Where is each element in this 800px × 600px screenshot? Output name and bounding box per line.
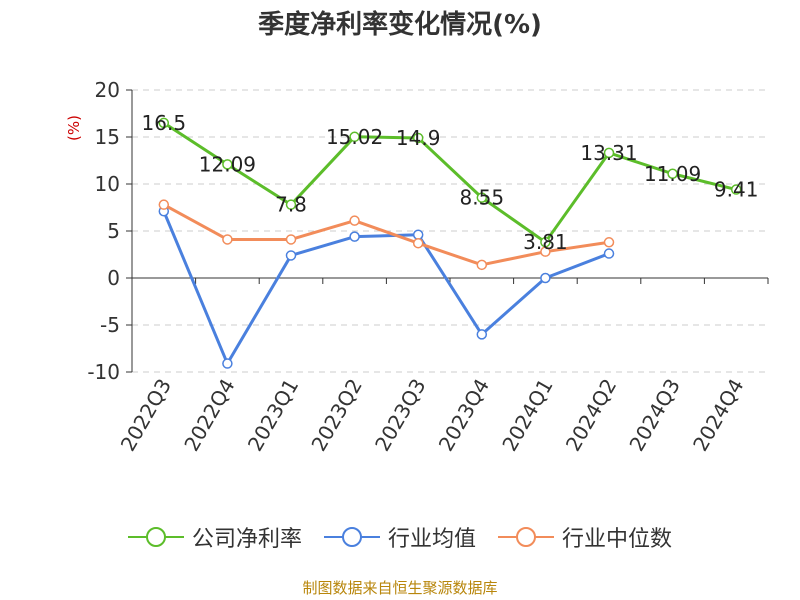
- data-point: [285, 199, 297, 210]
- x-tick-label: 2023Q2: [306, 375, 366, 456]
- data-point: [222, 234, 233, 245]
- x-tick-label: 2024Q2: [561, 375, 621, 456]
- legend: 公司净利率 行业均值 行业中位数: [0, 520, 800, 554]
- x-tick-label: 2023Q1: [243, 375, 303, 456]
- data-point: [349, 215, 360, 226]
- data-point: [603, 248, 615, 259]
- data-point: [412, 237, 424, 249]
- data-labels: 16.5 12.09 7.8 15.02 14.9 8.55 3.81 13.31 11.09 9…: [142, 111, 759, 254]
- data-point: [603, 237, 615, 248]
- data-label: 8.55: [460, 186, 505, 210]
- data-label: 16.5: [142, 111, 187, 135]
- x-tick-label: 2024Q1: [497, 375, 557, 456]
- legend-swatch: [127, 527, 184, 547]
- legend-label: 公司净利率: [191, 527, 302, 552]
- gridlines: [132, 89, 768, 373]
- data-point: [540, 236, 551, 248]
- y-tick-label: 20: [95, 78, 120, 102]
- y-tick-label: 15: [95, 125, 120, 149]
- data-point: [222, 358, 233, 369]
- legend-label: 行业中位数: [562, 527, 673, 552]
- data-point: [476, 259, 488, 271]
- data-label: 14.9: [396, 126, 441, 150]
- x-tick-label: 2023Q4: [434, 375, 494, 456]
- data-point: [158, 117, 170, 129]
- y-tick-label: -10: [87, 360, 120, 384]
- y-tick-label: 5: [107, 219, 120, 243]
- series-lines: [158, 117, 742, 369]
- x-tick-label: 2023Q3: [370, 375, 430, 456]
- data-label: 12.09: [199, 152, 256, 176]
- data-point: [476, 329, 488, 340]
- series-line: [162, 210, 610, 366]
- data-point: [285, 250, 297, 261]
- data-label: 13.31: [580, 141, 637, 165]
- chart-title: 季度净利率变化情况(%): [258, 10, 542, 40]
- x-tick-label: 2022Q4: [179, 375, 239, 456]
- y-tick-label: 0: [107, 266, 120, 290]
- series-line: [162, 121, 737, 244]
- legend-swatch: [323, 527, 380, 547]
- x-tick-label: 2024Q4: [688, 375, 748, 456]
- series-line: [163, 203, 610, 267]
- y-tick-label: 10: [95, 172, 120, 196]
- data-point: [158, 199, 170, 210]
- data-point: [603, 147, 615, 159]
- data-point: [349, 131, 360, 143]
- data-point: [412, 132, 424, 144]
- data-point: [349, 231, 360, 242]
- data-point: [667, 168, 678, 180]
- y-axis-label: (%): [65, 115, 83, 141]
- data-point: [285, 234, 297, 245]
- data-point: [222, 159, 233, 170]
- source-note: 制图数据来自恒生聚源数据库: [302, 579, 498, 597]
- legend-item: 公司净利率: [127, 521, 302, 553]
- data-point: [476, 192, 488, 203]
- data-point: [730, 184, 742, 195]
- x-tick-label: 2024Q3: [624, 375, 684, 456]
- data-label: 7.8: [275, 193, 307, 217]
- y-tick-label: -5: [100, 313, 120, 337]
- data-label: 3.81: [523, 230, 568, 254]
- data-point: [540, 272, 551, 284]
- legend-swatch: [498, 527, 554, 547]
- legend-item: 行业均值: [323, 521, 476, 553]
- data-label: 9.41: [714, 178, 759, 202]
- legend-label: 行业均值: [387, 527, 476, 552]
- legend-item: 行业中位数: [498, 521, 672, 553]
- data-point: [412, 229, 424, 241]
- x-tick-label: 2022Q3: [116, 375, 176, 456]
- data-label: 11.09: [644, 162, 701, 186]
- data-label: 15.02: [326, 125, 383, 149]
